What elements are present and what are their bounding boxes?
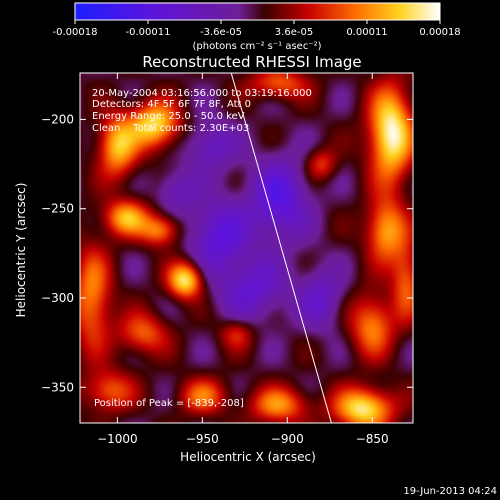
- colorbar-tick-label: 0.00011: [346, 27, 387, 38]
- plot-frame: [79, 72, 414, 424]
- annotation-method: Clean Total counts: 2.30E+03: [92, 123, 249, 134]
- chart-title: Reconstructed RHESSI Image: [142, 53, 361, 71]
- annotations: 20-May-2004 03:16:56.000 to 03:19:16.000…: [92, 88, 312, 409]
- x-tick-label: −950: [186, 432, 219, 446]
- annotation-detectors: Detectors: 4F 5F 6F 7F 8F, Att 0: [92, 99, 251, 110]
- y-axis: −350 −300 −250 −200: [41, 112, 413, 394]
- y-axis-label: Heliocentric Y (arcsec): [14, 183, 28, 318]
- colorbar-frame: [74, 2, 441, 21]
- x-axis: −1000 −950 −900 −850: [97, 73, 389, 446]
- x-axis-label: Heliocentric X (arcsec): [180, 450, 316, 464]
- y-tick-label: −300: [41, 291, 74, 305]
- colorbar-tick-label: -0.00011: [126, 27, 171, 38]
- colorbar-label: (photons cm⁻² s⁻¹ asec⁻²): [192, 41, 321, 52]
- y-tick-label: −350: [41, 380, 74, 394]
- x-tick-label: −900: [271, 432, 304, 446]
- solar-limb-line: [230, 72, 332, 424]
- heatmap-image: [80, 73, 413, 423]
- colorbar-tick-label: -0.00018: [53, 27, 98, 38]
- y-tick-label: −250: [41, 202, 74, 216]
- annotation-time: 20-May-2004 03:16:56.000 to 03:19:16.000: [92, 88, 312, 99]
- colorbar-tick-label: -3.6e-05: [200, 27, 242, 38]
- colorbar-ticks: -0.00018 -0.00011 -3.6e-05 3.6e-05 0.00011 0.…: [53, 20, 461, 38]
- y-tick-label: −200: [41, 112, 74, 126]
- annotation-energy: Energy Range: 25.0 - 50.0 keV: [92, 111, 245, 122]
- annotation-peak: Position of Peak = [-839,-208]: [94, 398, 244, 409]
- colorbar: -0.00018 -0.00011 -3.6e-05 3.6e-05 0.00011 0.…: [53, 2, 461, 52]
- footer-date: 19-Jun-2013 04:24: [403, 486, 497, 497]
- colorbar-tick-label: 0.00018: [419, 27, 460, 38]
- x-tick-label: −850: [356, 432, 389, 446]
- x-tick-label: −1000: [97, 432, 138, 446]
- colorbar-gradient: [75, 3, 440, 20]
- colorbar-tick-label: 3.6e-05: [275, 27, 313, 38]
